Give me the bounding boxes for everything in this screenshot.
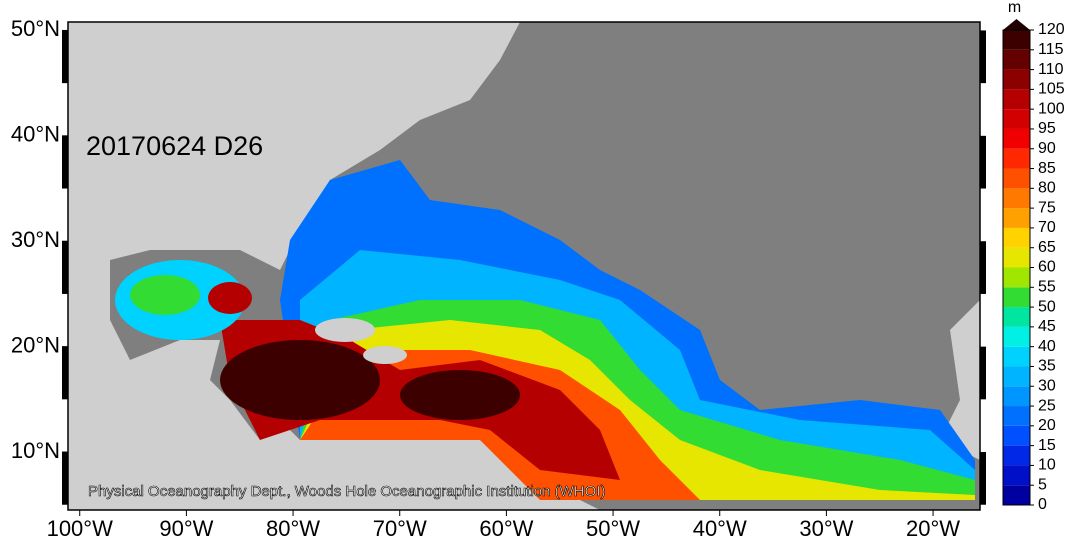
colorbar-tick-label: 75 — [1038, 199, 1056, 216]
colorbar-tick-label: 0 — [1038, 496, 1047, 513]
dynamic-height-field — [115, 160, 975, 500]
colorbar-bin — [1003, 30, 1030, 50]
frame-band — [62, 30, 68, 84]
field-dark — [220, 340, 380, 420]
colorbar-bin — [1003, 346, 1030, 367]
colorbar-bin — [1003, 445, 1030, 466]
colorbar-bin — [1003, 128, 1030, 149]
colorbar-tick-label: 10 — [1038, 457, 1056, 474]
colorbar-bin — [1003, 406, 1030, 426]
colorbar-bin — [1003, 307, 1030, 327]
x-tick-label: 40°W — [693, 516, 747, 541]
colorbar-tick-label: 50 — [1038, 298, 1056, 315]
colorbar-unit: m — [1008, 0, 1021, 16]
y-tick-label: 10°N — [11, 438, 60, 463]
colorbar-bin — [1003, 89, 1030, 110]
x-tick-label: 60°W — [479, 516, 533, 541]
colorbar-tick-label: 35 — [1038, 358, 1056, 375]
colorbar-bin — [1003, 227, 1030, 248]
x-tick-label: 80°W — [266, 516, 320, 541]
colorbar-tick-label: 15 — [1038, 437, 1056, 454]
frame-band — [980, 346, 986, 400]
colorbar-bin — [1003, 208, 1030, 228]
colorbar-bin — [1003, 425, 1030, 446]
date-label: 20170624 D26 — [86, 131, 263, 161]
colorbar-tick-label: 60 — [1038, 259, 1056, 276]
frame-band — [62, 452, 68, 505]
colorbar-bin — [1003, 465, 1030, 486]
x-tick-label: 90°W — [159, 516, 213, 541]
colorbar-tick-label: 20 — [1038, 417, 1056, 434]
colorbar-tick-label: 40 — [1038, 338, 1056, 355]
colorbar-bin — [1003, 188, 1030, 209]
colorbar-bin — [1003, 49, 1030, 70]
credit: Physical Oceanography Dept., Woods Hole … — [88, 483, 605, 500]
colorbar: 0 5 10 15 20 25 30 35 40 45 50 55 60 65 70 75 80 85 90 95 10… — [1002, 0, 1065, 513]
x-tick-label: 50°W — [586, 516, 640, 541]
colorbar-tick-label: 120 — [1038, 21, 1065, 38]
field-dark — [400, 370, 520, 420]
y-tick-label: 30°N — [11, 227, 60, 252]
colorbar-bin — [1003, 69, 1030, 90]
colorbar-tick-label: 80 — [1038, 180, 1056, 197]
colorbar-bin — [1003, 148, 1030, 169]
hispaniola — [363, 346, 407, 364]
colorbar-tick-label: 90 — [1038, 140, 1056, 157]
frame-band — [980, 452, 986, 505]
frame-band — [980, 135, 986, 189]
y-tick-label: 50°N — [11, 16, 60, 41]
colorbar-bin — [1003, 287, 1030, 308]
frame-band — [62, 346, 68, 400]
field-gulf — [130, 275, 200, 315]
colorbar-bin — [1003, 386, 1030, 407]
colorbar-bin — [1003, 326, 1030, 347]
frame-band — [62, 241, 68, 294]
colorbar-tick-label: 55 — [1038, 279, 1056, 296]
x-tick-label: 100°W — [47, 516, 114, 541]
y-tick-label: 20°N — [11, 332, 60, 357]
frame-band — [62, 135, 68, 189]
colorbar-tick-label: 100 — [1038, 100, 1065, 117]
colorbar-bin — [1003, 247, 1030, 268]
colorbar-bin — [1003, 366, 1030, 387]
colorbar-tick-label: 115 — [1038, 41, 1064, 58]
colorbar-tick-label: 95 — [1038, 120, 1056, 137]
y-tick-label: 40°N — [11, 122, 60, 147]
frame-band — [980, 30, 986, 84]
colorbar-tick-label: 30 — [1038, 377, 1056, 394]
colorbar-tick-label: 65 — [1038, 239, 1056, 256]
colorbar-bin — [1003, 109, 1030, 129]
map-area — [67, 21, 981, 511]
colorbar-tick-label: 5 — [1038, 476, 1047, 493]
colorbar-tick-label: 45 — [1038, 318, 1056, 335]
frame-band — [980, 241, 986, 294]
colorbar-tick-label: 70 — [1038, 219, 1056, 236]
colorbar-bin — [1003, 168, 1030, 189]
x-tick-label: 20°W — [906, 516, 960, 541]
colorbar-tick-label: 105 — [1038, 81, 1065, 98]
cuba — [315, 318, 375, 342]
colorbar-bin — [1003, 267, 1030, 288]
colorbar-tick-label: 85 — [1038, 160, 1056, 177]
colorbar-bin — [1003, 485, 1030, 505]
x-tick-label: 70°W — [373, 516, 427, 541]
field-loop-current — [208, 282, 252, 314]
colorbar-arrow — [1003, 19, 1030, 30]
colorbar-tick-label: 25 — [1038, 397, 1056, 414]
x-tick-label: 30°W — [799, 516, 853, 541]
colorbar-tick-label: 110 — [1038, 61, 1064, 78]
